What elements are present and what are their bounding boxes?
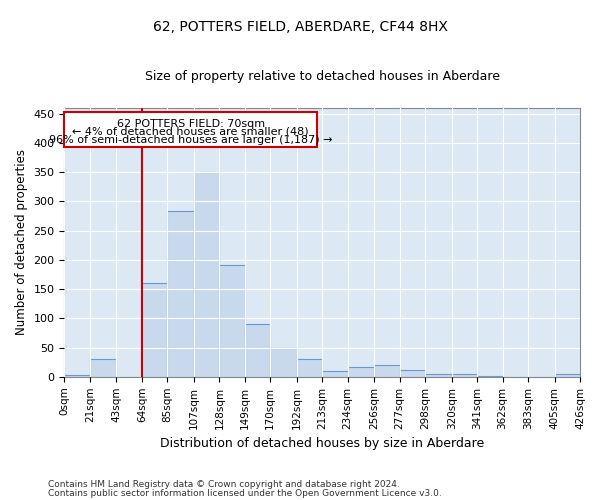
Bar xyxy=(347,367,374,377)
Bar xyxy=(554,374,580,377)
Text: ← 4% of detached houses are smaller (48): ← 4% of detached houses are smaller (48) xyxy=(73,126,309,136)
Bar xyxy=(142,283,167,377)
Bar xyxy=(477,376,503,377)
Bar xyxy=(425,374,452,377)
Y-axis label: Number of detached properties: Number of detached properties xyxy=(15,150,28,336)
Text: 96% of semi-detached houses are larger (1,187) →: 96% of semi-detached houses are larger (… xyxy=(49,134,332,144)
Text: 62, POTTERS FIELD, ABERDARE, CF44 8HX: 62, POTTERS FIELD, ABERDARE, CF44 8HX xyxy=(152,20,448,34)
Bar xyxy=(90,360,116,377)
Text: Contains HM Land Registry data © Crown copyright and database right 2024.: Contains HM Land Registry data © Crown c… xyxy=(48,480,400,489)
Bar xyxy=(167,212,194,377)
Text: Contains public sector information licensed under the Open Government Licence v3: Contains public sector information licen… xyxy=(48,488,442,498)
Title: Size of property relative to detached houses in Aberdare: Size of property relative to detached ho… xyxy=(145,70,500,83)
X-axis label: Distribution of detached houses by size in Aberdare: Distribution of detached houses by size … xyxy=(160,437,484,450)
Bar xyxy=(297,360,322,377)
Bar xyxy=(374,365,400,377)
Bar xyxy=(270,348,297,377)
Bar xyxy=(220,265,245,377)
Bar xyxy=(400,370,425,377)
Bar xyxy=(194,172,220,377)
Bar xyxy=(452,374,477,377)
FancyBboxPatch shape xyxy=(64,112,317,147)
Bar xyxy=(64,375,90,377)
Text: 62 POTTERS FIELD: 70sqm: 62 POTTERS FIELD: 70sqm xyxy=(116,118,265,128)
Bar xyxy=(322,371,347,377)
Bar xyxy=(245,324,270,377)
